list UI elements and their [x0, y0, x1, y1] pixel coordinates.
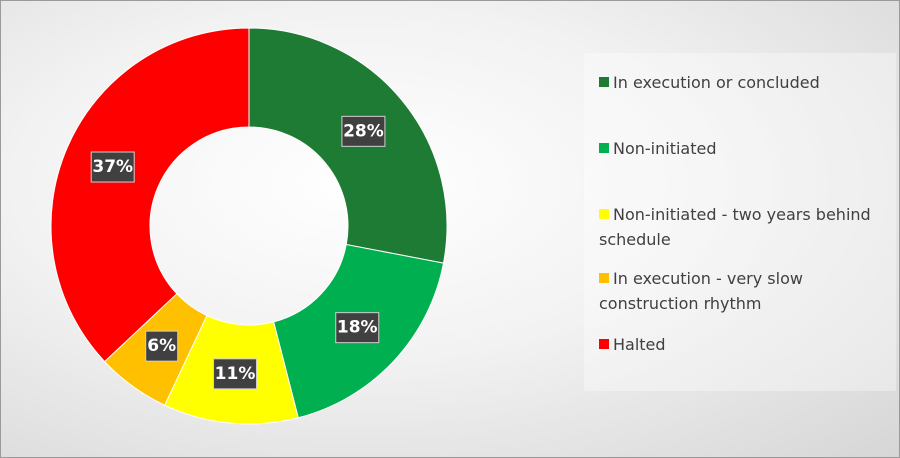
label-box	[335, 312, 380, 344]
legend-swatch	[599, 143, 609, 153]
legend-label: In execution - very slow construction rh…	[599, 269, 803, 313]
legend-item: Non-initiated	[599, 136, 889, 161]
legend-swatch	[599, 77, 609, 87]
legend-swatch	[599, 209, 609, 219]
label-box	[341, 115, 386, 147]
data-label: 18%	[337, 318, 378, 338]
legend-label: Halted	[613, 335, 666, 354]
legend-item: In execution or concluded	[599, 70, 889, 95]
legend-swatch	[599, 273, 609, 283]
legend-item: In execution - very slow construction rh…	[599, 266, 889, 316]
legend-swatch	[599, 339, 609, 349]
donut-slice	[50, 27, 250, 363]
label-box	[145, 330, 179, 362]
legend-label: Non-initiated	[613, 139, 717, 158]
label-box	[90, 151, 135, 183]
data-label: 28%	[343, 121, 384, 141]
legend-item: Non-initiated - two years behind schedul…	[599, 202, 889, 252]
donut-plot: 28% 18% 11% 6% 37%	[50, 27, 448, 425]
data-label: 11%	[215, 364, 256, 384]
legend-label: Non-initiated - two years behind schedul…	[599, 205, 871, 249]
data-label: 6%	[147, 336, 176, 356]
label-box	[213, 358, 258, 390]
legend-label: In execution or concluded	[613, 73, 820, 92]
legend: In execution or concluded Non-initiated No…	[584, 53, 896, 391]
legend-item: Halted	[599, 332, 889, 357]
data-label: 37%	[92, 157, 133, 177]
